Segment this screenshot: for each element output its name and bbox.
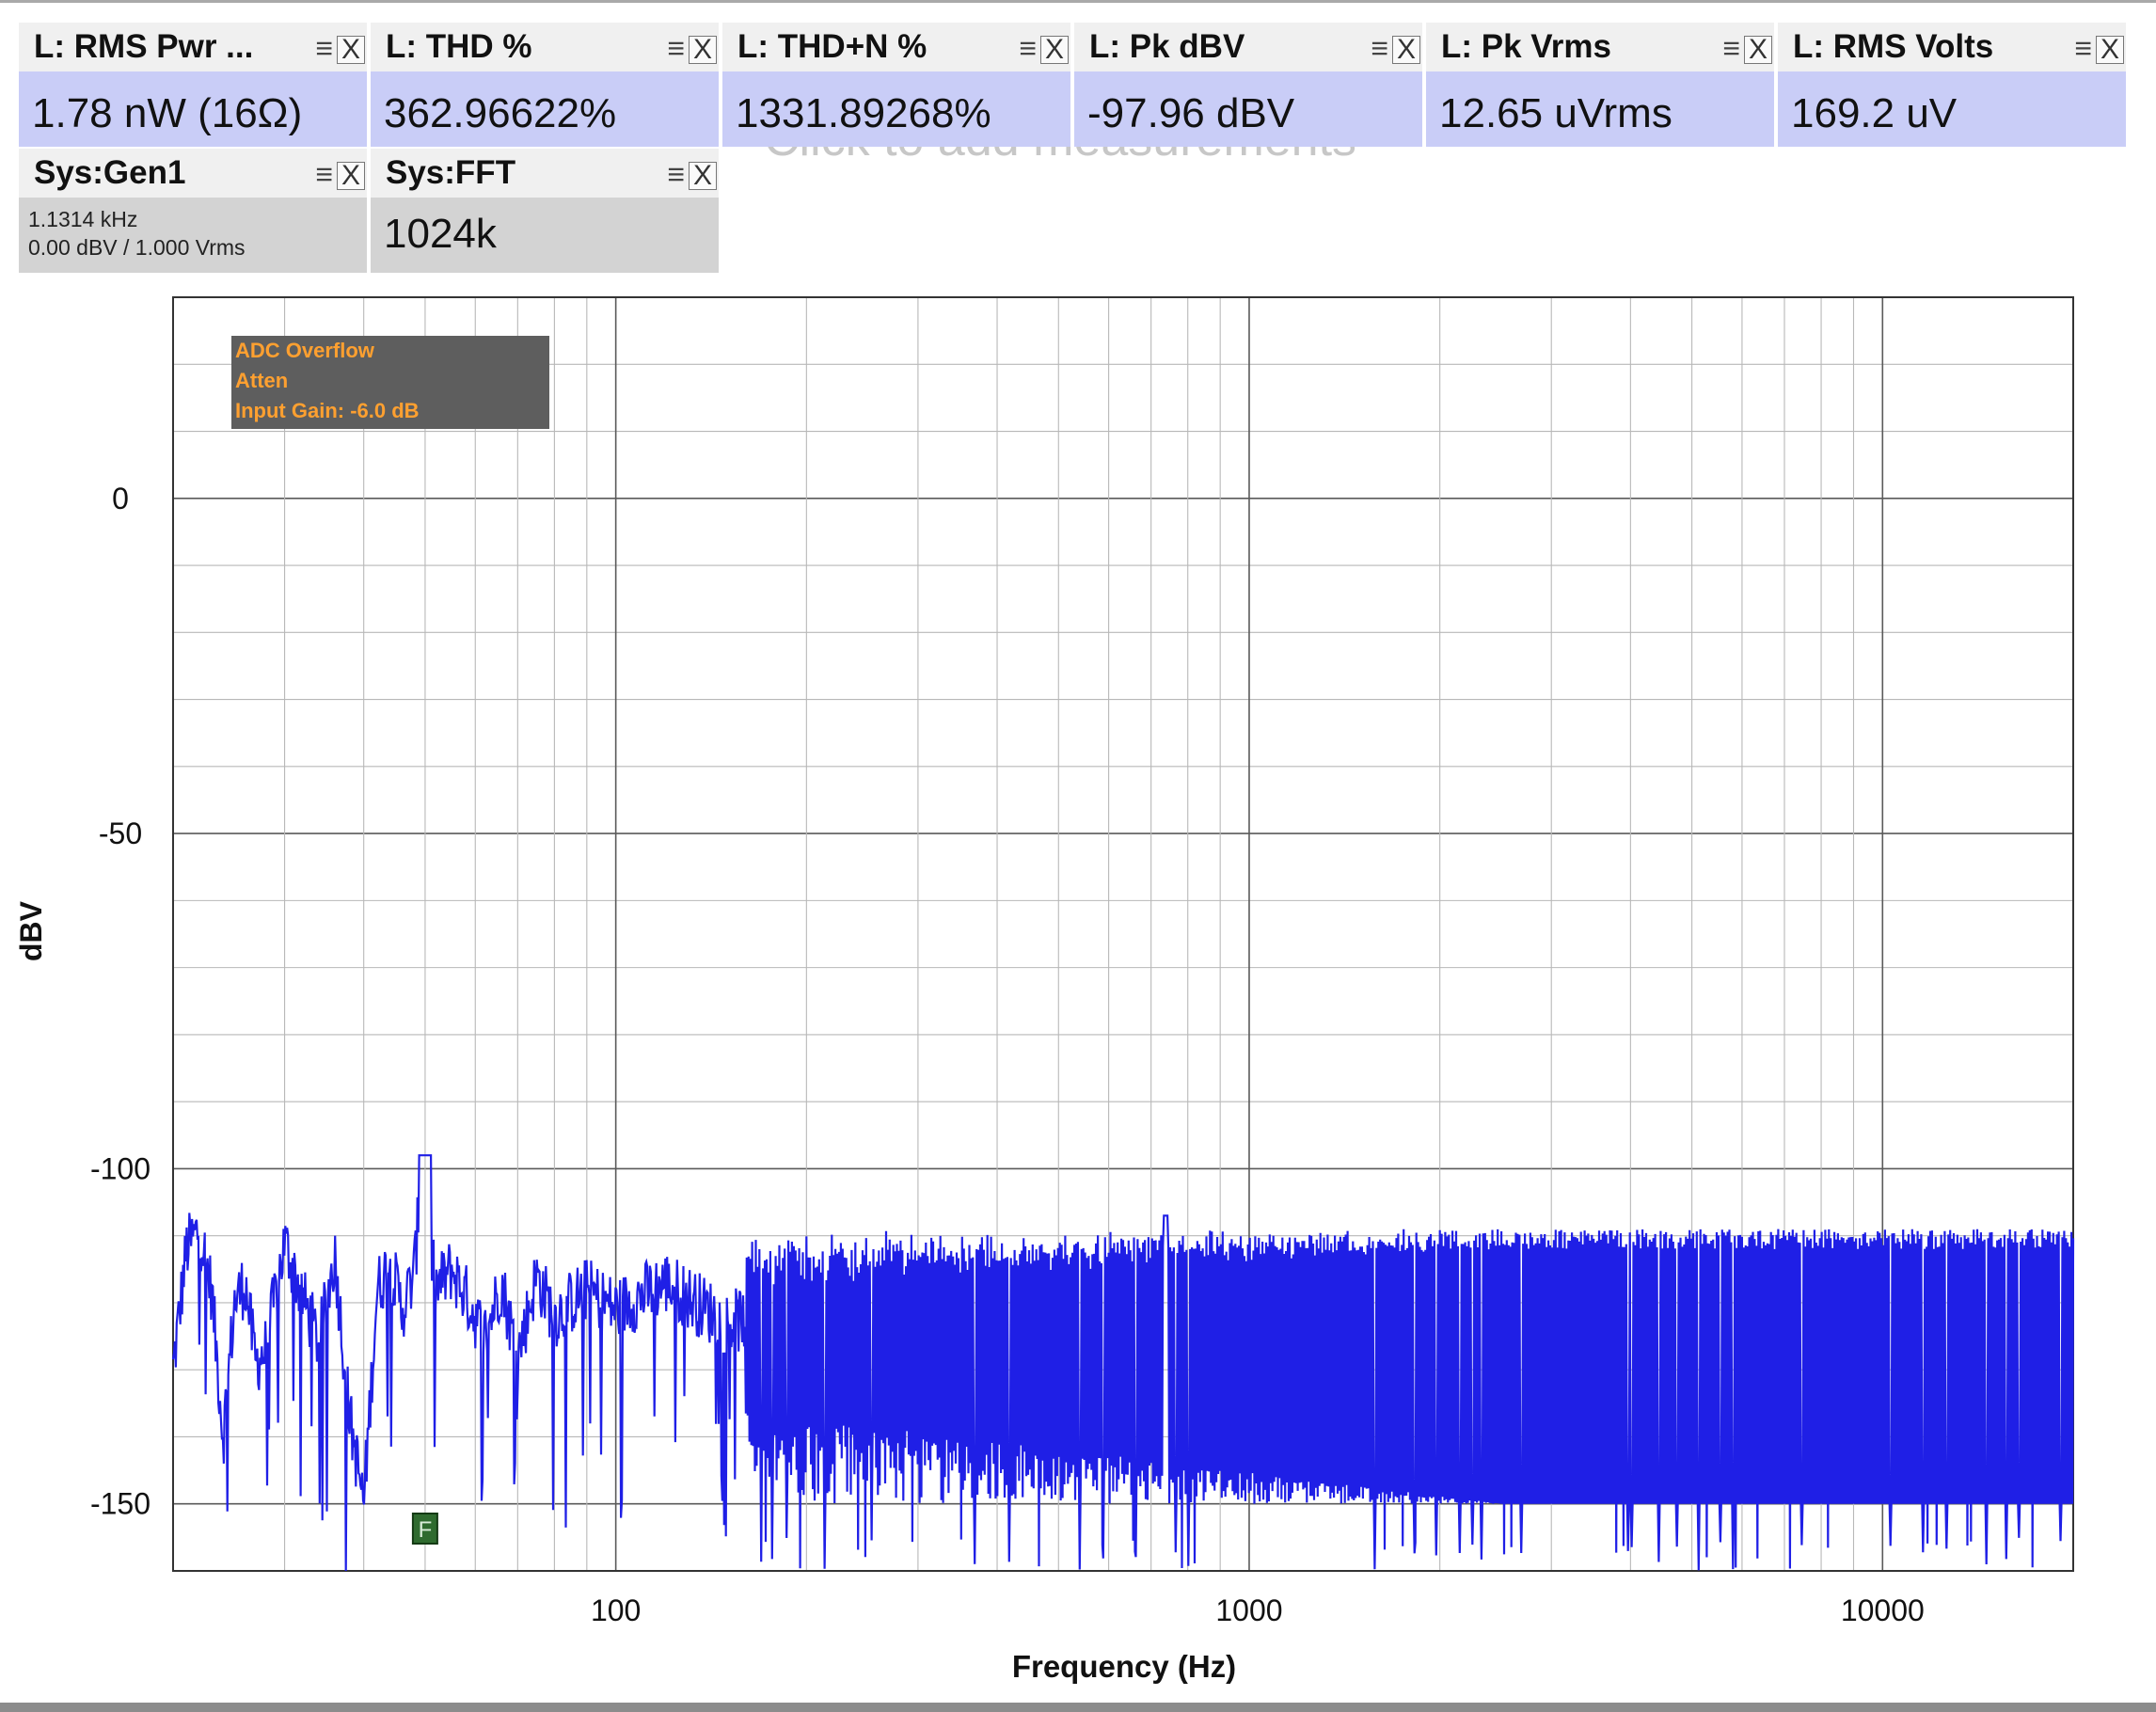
tile-header[interactable]: L: RMS Pwr ... ≡ X <box>19 23 367 71</box>
status-box: ADC Overflow Atten Input Gain: -6.0 dB <box>231 336 549 429</box>
x-tick-label: 1000 <box>1215 1593 1282 1627</box>
peak-vrms-tile[interactable]: L: Pk Vrms ≡ X 12.65 uVrms <box>1426 23 1774 147</box>
tile-value: 12.65 uVrms <box>1439 90 1672 136</box>
tile-value: 1024k <box>384 211 497 257</box>
plot-frame-border <box>172 296 2074 1572</box>
x-tick-label: 10000 <box>1841 1593 1925 1627</box>
tile-title: L: THD+N % <box>737 28 927 65</box>
spectrum-trace-line <box>171 1154 2075 1572</box>
tile-value-area: -97.96 dBV <box>1074 71 1422 147</box>
status-line-input-gain: Input Gain: -6.0 dB <box>235 399 420 422</box>
tile-value-area: 169.2 uV <box>1778 71 2126 147</box>
tile-title: L: Pk Vrms <box>1441 28 1611 65</box>
frequency-marker[interactable]: F <box>411 1513 438 1545</box>
menu-icon[interactable]: ≡ <box>315 31 333 65</box>
tile-header[interactable]: Sys:Gen1 ≡ X <box>19 149 367 198</box>
thd-n-percent-tile[interactable]: L: THD+N % ≡ X 1331.89268% <box>722 23 1070 147</box>
tile-header[interactable]: Sys:FFT ≡ X <box>371 149 719 198</box>
tile-title: L: RMS Volts <box>1793 28 1994 65</box>
menu-icon[interactable]: ≡ <box>1371 31 1388 65</box>
plot-area[interactable] <box>172 296 2074 1572</box>
generator-tile[interactable]: Sys:Gen1 ≡ X 1.1314 kHz 0.00 dBV / 1.000… <box>19 149 367 273</box>
tile-value: 362.96622% <box>384 90 617 136</box>
status-box-background <box>231 336 549 429</box>
tile-value-area: 1.1314 kHz 0.00 dBV / 1.000 Vrms <box>19 198 367 273</box>
tile-value: 1.78 nW (16Ω) <box>32 90 303 136</box>
x-axis-label: Frequency (Hz) <box>1012 1649 1236 1684</box>
tile-title: L: RMS Pwr ... <box>34 28 254 65</box>
y-tick-label: -50 <box>99 816 142 850</box>
status-line-atten: Atten <box>235 369 288 392</box>
frequency-marker-box[interactable] <box>411 1513 438 1545</box>
tile-title: L: Pk dBV <box>1089 28 1245 65</box>
close-icon[interactable]: X <box>2096 36 2124 64</box>
window-bottom-border <box>0 1703 2156 1712</box>
thd-percent-tile[interactable]: L: THD % ≡ X 362.96622% <box>371 23 719 147</box>
y-axis-label: dBV <box>14 900 48 961</box>
menu-icon[interactable]: ≡ <box>667 31 685 65</box>
tile-value-area: 1.78 nW (16Ω) <box>19 71 367 147</box>
spectrum-trace <box>171 1154 2075 1572</box>
tile-header[interactable]: L: THD % ≡ X <box>371 23 719 71</box>
menu-icon[interactable]: ≡ <box>1722 31 1740 65</box>
menu-icon[interactable]: ≡ <box>2074 31 2092 65</box>
close-icon[interactable]: X <box>1744 36 1772 64</box>
tile-value-area: 12.65 uVrms <box>1426 71 1774 147</box>
tile-header[interactable]: L: Pk dBV ≡ X <box>1074 23 1422 71</box>
menu-icon[interactable]: ≡ <box>667 157 685 191</box>
y-tick-label: 0 <box>112 482 129 515</box>
close-icon[interactable]: X <box>689 162 717 190</box>
tile-title: Sys:Gen1 <box>34 154 186 191</box>
chart-grid <box>173 297 2073 1571</box>
y-tick-label: -100 <box>90 1151 151 1185</box>
tile-title: Sys:FFT <box>386 154 516 191</box>
rms-power-tile[interactable]: L: RMS Pwr ... ≡ X 1.78 nW (16Ω) <box>19 23 367 147</box>
close-icon[interactable]: X <box>337 36 365 64</box>
tile-header[interactable]: L: Pk Vrms ≡ X <box>1426 23 1774 71</box>
tile-value-area: 1024k <box>371 198 719 273</box>
tile-title: L: THD % <box>386 28 532 65</box>
rms-volts-tile[interactable]: L: RMS Volts ≡ X 169.2 uV <box>1778 23 2126 147</box>
menu-icon[interactable]: ≡ <box>1019 31 1037 65</box>
tile-value: 169.2 uV <box>1791 90 1958 136</box>
tile-header[interactable]: L: RMS Volts ≡ X <box>1778 23 2126 71</box>
window-top-border <box>0 0 2156 3</box>
generator-level: 0.00 dBV / 1.000 Vrms <box>28 235 246 260</box>
generator-frequency: 1.1314 kHz <box>28 207 138 231</box>
tile-value-area: 1331.89268% <box>722 71 1070 147</box>
menu-icon[interactable]: ≡ <box>315 157 333 191</box>
close-icon[interactable]: X <box>689 36 717 64</box>
frequency-marker-label: F <box>419 1517 433 1543</box>
tile-header[interactable]: L: THD+N % ≡ X <box>722 23 1070 71</box>
close-icon[interactable]: X <box>1040 36 1069 64</box>
status-line-adc-overflow: ADC Overflow <box>235 339 375 362</box>
close-icon[interactable]: X <box>337 162 365 190</box>
tile-value: 1331.89268% <box>736 90 991 136</box>
x-tick-label: 100 <box>591 1593 641 1627</box>
y-tick-label: -150 <box>90 1487 151 1521</box>
tile-value: -97.96 dBV <box>1087 90 1295 136</box>
peak-dbv-tile[interactable]: L: Pk dBV ≡ X -97.96 dBV <box>1074 23 1422 147</box>
tile-value-area: 362.96622% <box>371 71 719 147</box>
fft-tile[interactable]: Sys:FFT ≡ X 1024k <box>371 149 719 273</box>
close-icon[interactable]: X <box>1392 36 1420 64</box>
axis-ticks: 0 -50 -100 -150 100 1000 10000 <box>90 482 1925 1627</box>
